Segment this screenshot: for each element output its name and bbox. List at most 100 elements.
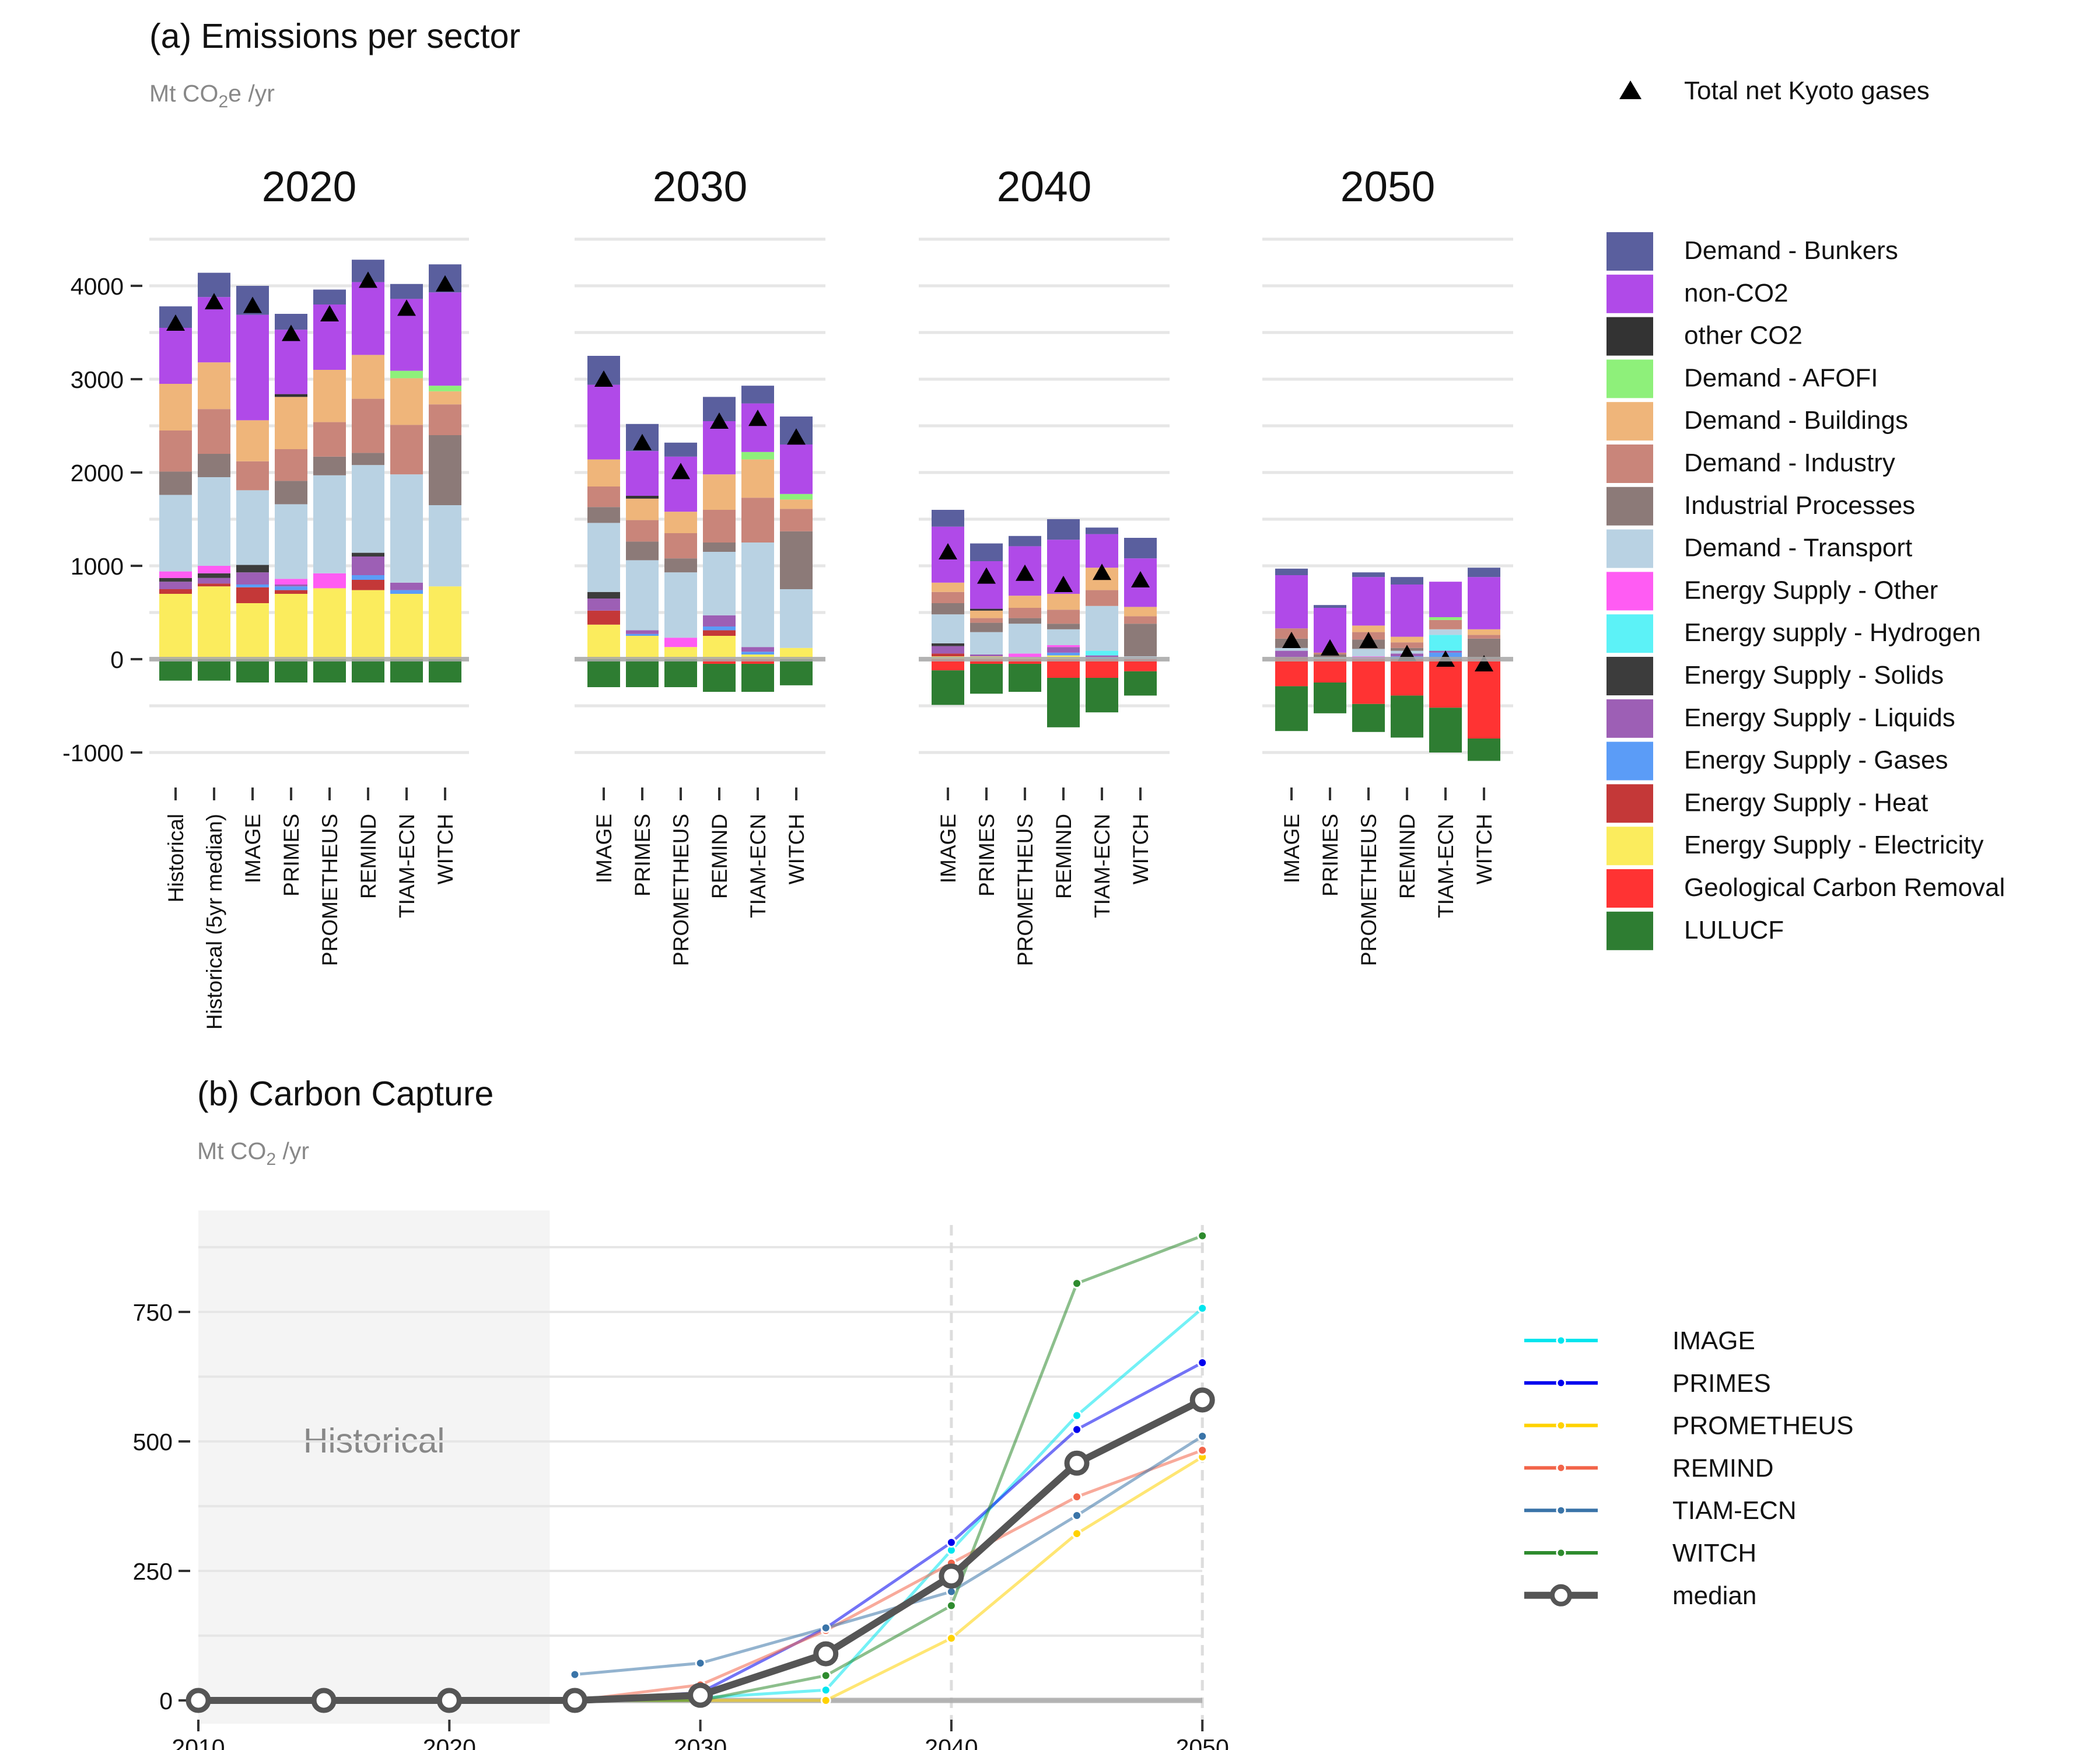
bar-2030-primes: [626, 424, 659, 687]
bar-segment-energy-supply-gases: [1047, 652, 1080, 656]
legend-item-demand-afofi: Demand - AFOFI: [1606, 359, 1878, 398]
legend-item-lulucf: LULUCF: [1606, 911, 1784, 950]
bar-segment-industrial-processes: [703, 542, 736, 552]
bar-segment-demand-buildings: [198, 362, 230, 410]
bar-segment-energy-supply-gases: [741, 652, 774, 654]
bar-segment-demand-industry: [1047, 610, 1080, 624]
bar-2040-witch: [1124, 538, 1157, 696]
bar-segment-energy-supply-liquids: [390, 582, 423, 590]
bar-segment-energy-supply-electricity: [626, 636, 659, 659]
bar-segment-energy-supply-heat: [932, 653, 964, 657]
bar-segment-energy-supply-gases: [236, 584, 269, 587]
bar-segment-non-co2: [1429, 582, 1462, 617]
bar-segment-demand-transport: [664, 572, 697, 638]
legend-marker: [1556, 1378, 1566, 1388]
legend-swatch: [1606, 869, 1653, 908]
bar-segment-demand-transport: [626, 560, 659, 631]
legend-swatch: [1606, 741, 1653, 780]
panel-a-legend: Total net Kyoto gases Demand - Bunkers non…: [1606, 76, 2005, 950]
data-point: [186, 1688, 211, 1713]
data-point: [688, 1682, 713, 1708]
bar-segment-industrial-processes: [198, 454, 230, 477]
bar-segment-demand-buildings: [352, 355, 384, 399]
bar-segment-demand-bunkers: [741, 386, 774, 404]
data-point: [1072, 1424, 1083, 1435]
legend-label: Demand - Industry: [1684, 449, 1895, 477]
bar-segment-lulucf: [1124, 671, 1157, 696]
bar-segment-geological-carbon-removal: [1468, 659, 1500, 738]
total-marker: [633, 433, 652, 450]
bar-segment-energy-supply-hydrogen: [1429, 635, 1462, 651]
bar-segment-energy-supply-liquids: [1275, 650, 1308, 657]
legend-marker: [1550, 1584, 1572, 1606]
bar-segment-non-co2: [236, 314, 269, 421]
bar-segment-demand-industry: [780, 509, 813, 531]
bar-segment-demand-transport: [198, 477, 230, 566]
bar-segment-industrial-processes: [352, 453, 384, 466]
data-point: [1072, 1492, 1083, 1503]
bar-segment-demand-bunkers: [932, 510, 964, 527]
bar-segment-energy-supply-other: [275, 579, 307, 584]
bar-segment-demand-bunkers: [664, 442, 697, 457]
y-tick-label: 4000: [71, 273, 124, 300]
legend-item-energy-supply-solids: Energy Supply - Solids: [1606, 657, 1944, 695]
bar-segment-demand-bunkers: [1086, 527, 1118, 534]
legend-label: Demand - Transport: [1684, 534, 1912, 562]
bar-segment-energy-supply-gases: [352, 575, 384, 580]
legend-swatch: [1606, 444, 1653, 483]
bar-2040-primes: [970, 543, 1003, 694]
bar-segment-demand-buildings: [1009, 596, 1041, 608]
x-tick-label: 2010: [172, 1734, 225, 1750]
x-tick-label: 2020: [423, 1734, 476, 1750]
bar-segment-demand-transport: [1086, 606, 1118, 651]
bar-segment-lulucf: [780, 659, 813, 685]
bar-segment-lulucf: [970, 664, 1003, 694]
bar-segment-demand-afofi: [1429, 617, 1462, 620]
legend-label: Energy Supply - Liquids: [1684, 704, 1955, 732]
bar-segment-demand-buildings: [970, 610, 1003, 618]
legend-item-median: median: [1524, 1581, 1756, 1610]
bar-2050-prometheus: [1352, 572, 1385, 732]
x-tick-label: IMAGE: [592, 814, 616, 883]
bar-segment-energy-supply-heat: [703, 630, 736, 636]
bar-segment-demand-buildings: [159, 384, 192, 430]
series-primes: [569, 1357, 1208, 1706]
legend-label: Demand - AFOFI: [1684, 363, 1878, 392]
bar-segment-demand-bunkers: [1468, 568, 1500, 578]
bar-segment-non-co2: [1352, 577, 1385, 626]
legend-marker: [1556, 1335, 1566, 1346]
bar-segment-non-co2: [159, 328, 192, 384]
bar-2020-tiam-ecn: [390, 284, 423, 682]
bar-segment-energy-supply-gases: [626, 634, 659, 636]
bar-segment-energy-supply-solids: [932, 643, 964, 646]
bar-segment-geological-carbon-removal: [932, 659, 964, 671]
y-tick-label: 0: [159, 1688, 173, 1714]
bar-segment-other-co2: [275, 394, 307, 397]
legend-swatch: [1606, 359, 1653, 398]
y-tick-label: -1000: [62, 740, 124, 766]
bar-segment-energy-supply-electricity: [664, 647, 697, 659]
legend-item-demand-transport: Demand - Transport: [1606, 529, 1912, 568]
bar-segment-energy-supply-other: [159, 571, 192, 578]
bar-segment-demand-bunkers: [1124, 538, 1157, 559]
data-point: [946, 1537, 957, 1548]
bar-segment-energy-supply-other: [1009, 653, 1041, 657]
legend-label: PROMETHEUS: [1672, 1412, 1853, 1440]
bar-segment-demand-buildings: [780, 499, 813, 509]
bar-segment-industrial-processes: [1047, 624, 1080, 629]
data-point: [1072, 1410, 1083, 1421]
bar-2020-historical-5yr-median: [198, 272, 230, 681]
bar-segment-demand-bunkers: [970, 543, 1003, 561]
total-marker: [1093, 564, 1111, 580]
bar-segment-energy-supply-other: [313, 573, 346, 589]
bar-segment-demand-industry: [1468, 635, 1500, 639]
total-marker: [748, 410, 767, 426]
x-tick-label: REMIND: [1395, 814, 1419, 899]
series-line: [575, 1234, 1203, 1702]
bar-segment-demand-transport: [780, 589, 813, 648]
bar-segment-demand-buildings: [1391, 636, 1423, 643]
bar-2030-tiam-ecn: [741, 386, 774, 692]
bar-2020-prometheus: [313, 289, 346, 682]
bar-segment-energy-supply-electricity: [313, 588, 346, 659]
